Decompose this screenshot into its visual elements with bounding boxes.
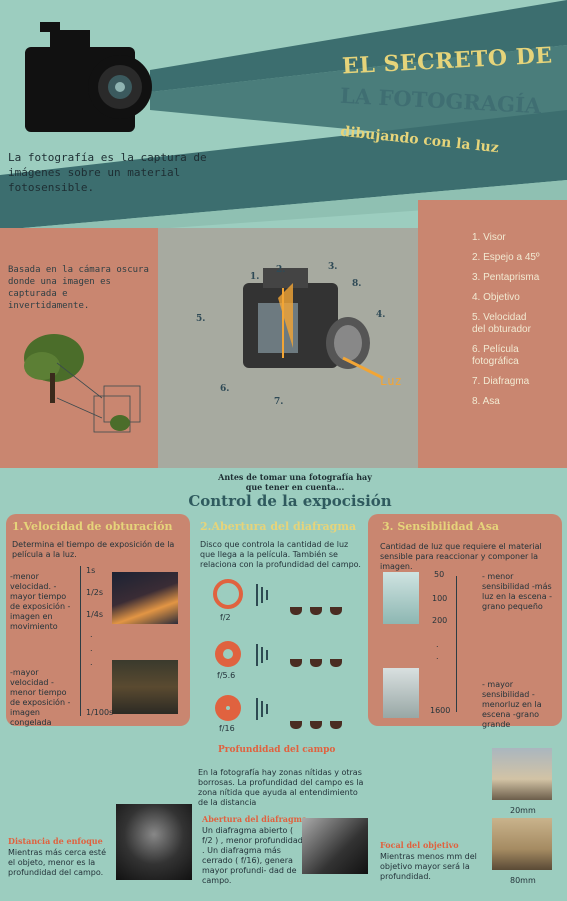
- speed-scale-label: .: [90, 644, 93, 653]
- iso-desc: Cantidad de luz que requiere el material…: [380, 542, 542, 571]
- iso-high-notes: - mayor sensibilidad - menorluz en la es…: [482, 680, 542, 729]
- parts-list-item: 5. Velocidad del obturador: [472, 312, 531, 335]
- exposure-pre-text: Antes de tomar una fotografía hay que te…: [218, 472, 372, 492]
- depth-title: Profundidad del campo: [218, 745, 336, 755]
- focal-title: Focal del objetivo: [380, 840, 459, 850]
- aperture-title: 2.Abertura del diafragma: [200, 520, 357, 533]
- photo-label-20mm: 20mm: [510, 806, 536, 815]
- aperture-depth-photo: [302, 818, 368, 874]
- parts-list-item: 2. Espejo a 45º: [472, 252, 540, 263]
- light-rays: [0, 0, 567, 240]
- photo-80mm: [492, 818, 552, 870]
- cups-row-1: [290, 600, 350, 619]
- iso-scale-label: 200: [432, 616, 448, 625]
- intro-text: La fotografía es la captura de imágenes …: [8, 151, 207, 194]
- header: EL SECRETO DE LA FOTOGRAGÍA dibujando co…: [0, 0, 567, 240]
- distance-text: Mientras más cerca esté el objeto, menor…: [8, 848, 106, 877]
- diagram-number-5: 5.: [196, 314, 206, 324]
- photo-label-80mm: 80mm: [510, 876, 536, 885]
- slow-speed-notes: -menor velocidad. -mayor tiempo de expos…: [10, 572, 71, 631]
- motion-blur-photo: [112, 572, 178, 624]
- iso-scale-label: 100: [432, 594, 448, 603]
- iso-scale-label: .: [436, 652, 439, 661]
- parts-list-panel: 1. Visor 2. Espejo a 45º 3. Pentaprisma …: [418, 200, 567, 468]
- aperture-stop-label: f/5.6: [217, 671, 236, 680]
- parts-list-item: 7. Diafragma: [472, 376, 530, 387]
- aperture-depth-text: Un diafragma abierto ( f/2 ) , menor pro…: [202, 826, 303, 885]
- camera-obscura-panel: Basada en la cámara oscura donde una ima…: [0, 228, 158, 468]
- parts-list-item: 4. Objetivo: [472, 292, 520, 303]
- parts-list-item: 3. Pentaprisma: [472, 272, 540, 283]
- iso-scale-label: .: [436, 640, 439, 649]
- photo-20mm: [492, 748, 552, 800]
- camera-icon: [25, 22, 152, 132]
- aperture-stop-label: f/16: [219, 724, 235, 733]
- shutter-speed-title: 1.Velocidad de obturación: [12, 520, 173, 533]
- frozen-motion-photo: [112, 660, 178, 714]
- parts-list-item: 6. Película fotográfica: [472, 344, 519, 367]
- speed-scale-label: 1/2s: [86, 588, 104, 597]
- diagram-number-6: 6.: [220, 384, 230, 394]
- aperture-stop-label: f/2: [220, 613, 231, 622]
- cups-row-3: [290, 714, 350, 733]
- iso-scale-label: 50: [434, 570, 445, 579]
- tree-illustration: [24, 334, 141, 433]
- camera-obscura-text: Basada en la cámara oscura donde una ima…: [8, 265, 149, 311]
- aperture-diagrams: [213, 579, 268, 721]
- shutter-speed-desc: Determina el tiempo de exposición de la …: [12, 540, 175, 559]
- focal-text: Mientras menos mm del objetivo mayor ser…: [380, 852, 477, 881]
- aperture-desc: Disco que controla la cantidad de luz qu…: [200, 540, 361, 569]
- luz-label: Luz: [380, 374, 402, 388]
- chess-photo: [116, 804, 192, 880]
- speed-scale-label: .: [90, 658, 93, 667]
- camera-diagram-panel: 1. 2. 3. 4. 5. 6. 7. 8. Luz: [158, 228, 418, 468]
- cups-row-2: [290, 652, 350, 671]
- diagram-number-2: 2.: [276, 265, 286, 275]
- iso-scale-label: 1600: [430, 706, 451, 715]
- diagram-number-8: 8.: [352, 279, 362, 289]
- fast-speed-notes: -mayor velocidad -menor tiempo de exposi…: [10, 668, 71, 727]
- iso-low-photo: [383, 572, 419, 624]
- depth-desc: En la fotografía hay zonas nítidas y otr…: [198, 768, 364, 807]
- speed-scale-label: 1/4s: [86, 610, 104, 619]
- parts-list-item: 8. Asa: [472, 396, 500, 407]
- iso-title: 3. Sensibilidad Asa: [382, 520, 500, 533]
- speed-scale-label: 1/100s: [86, 708, 114, 717]
- speed-scale-label: .: [90, 630, 93, 639]
- parts-list: 1. Visor 2. Espejo a 45º 3. Pentaprisma …: [472, 232, 564, 408]
- iso-low-notes: - menor sensibilidad -más luz en la esce…: [482, 572, 553, 611]
- speed-scale: 1s 1/2s 1/4s . . . 1/100s: [80, 566, 114, 717]
- iso-scale: 50 100 200 . . 1600: [430, 570, 460, 720]
- diagram-number-3: 3.: [328, 262, 338, 272]
- distance-title: Distancia de enfoque: [8, 836, 103, 846]
- aperture-depth-title: Abertura del diafragma: [202, 814, 308, 824]
- camera-cutaway-diagram: [243, 268, 384, 380]
- exposure-title: Control de la expocisión: [188, 492, 392, 510]
- parts-list-item: 1. Visor: [472, 232, 506, 243]
- speed-scale-label: 1s: [86, 566, 96, 575]
- iso-high-photo: [383, 668, 419, 718]
- diagram-number-4: 4.: [376, 310, 386, 320]
- diagram-number-7: 7.: [274, 397, 284, 407]
- diagram-number-1: 1.: [250, 272, 260, 282]
